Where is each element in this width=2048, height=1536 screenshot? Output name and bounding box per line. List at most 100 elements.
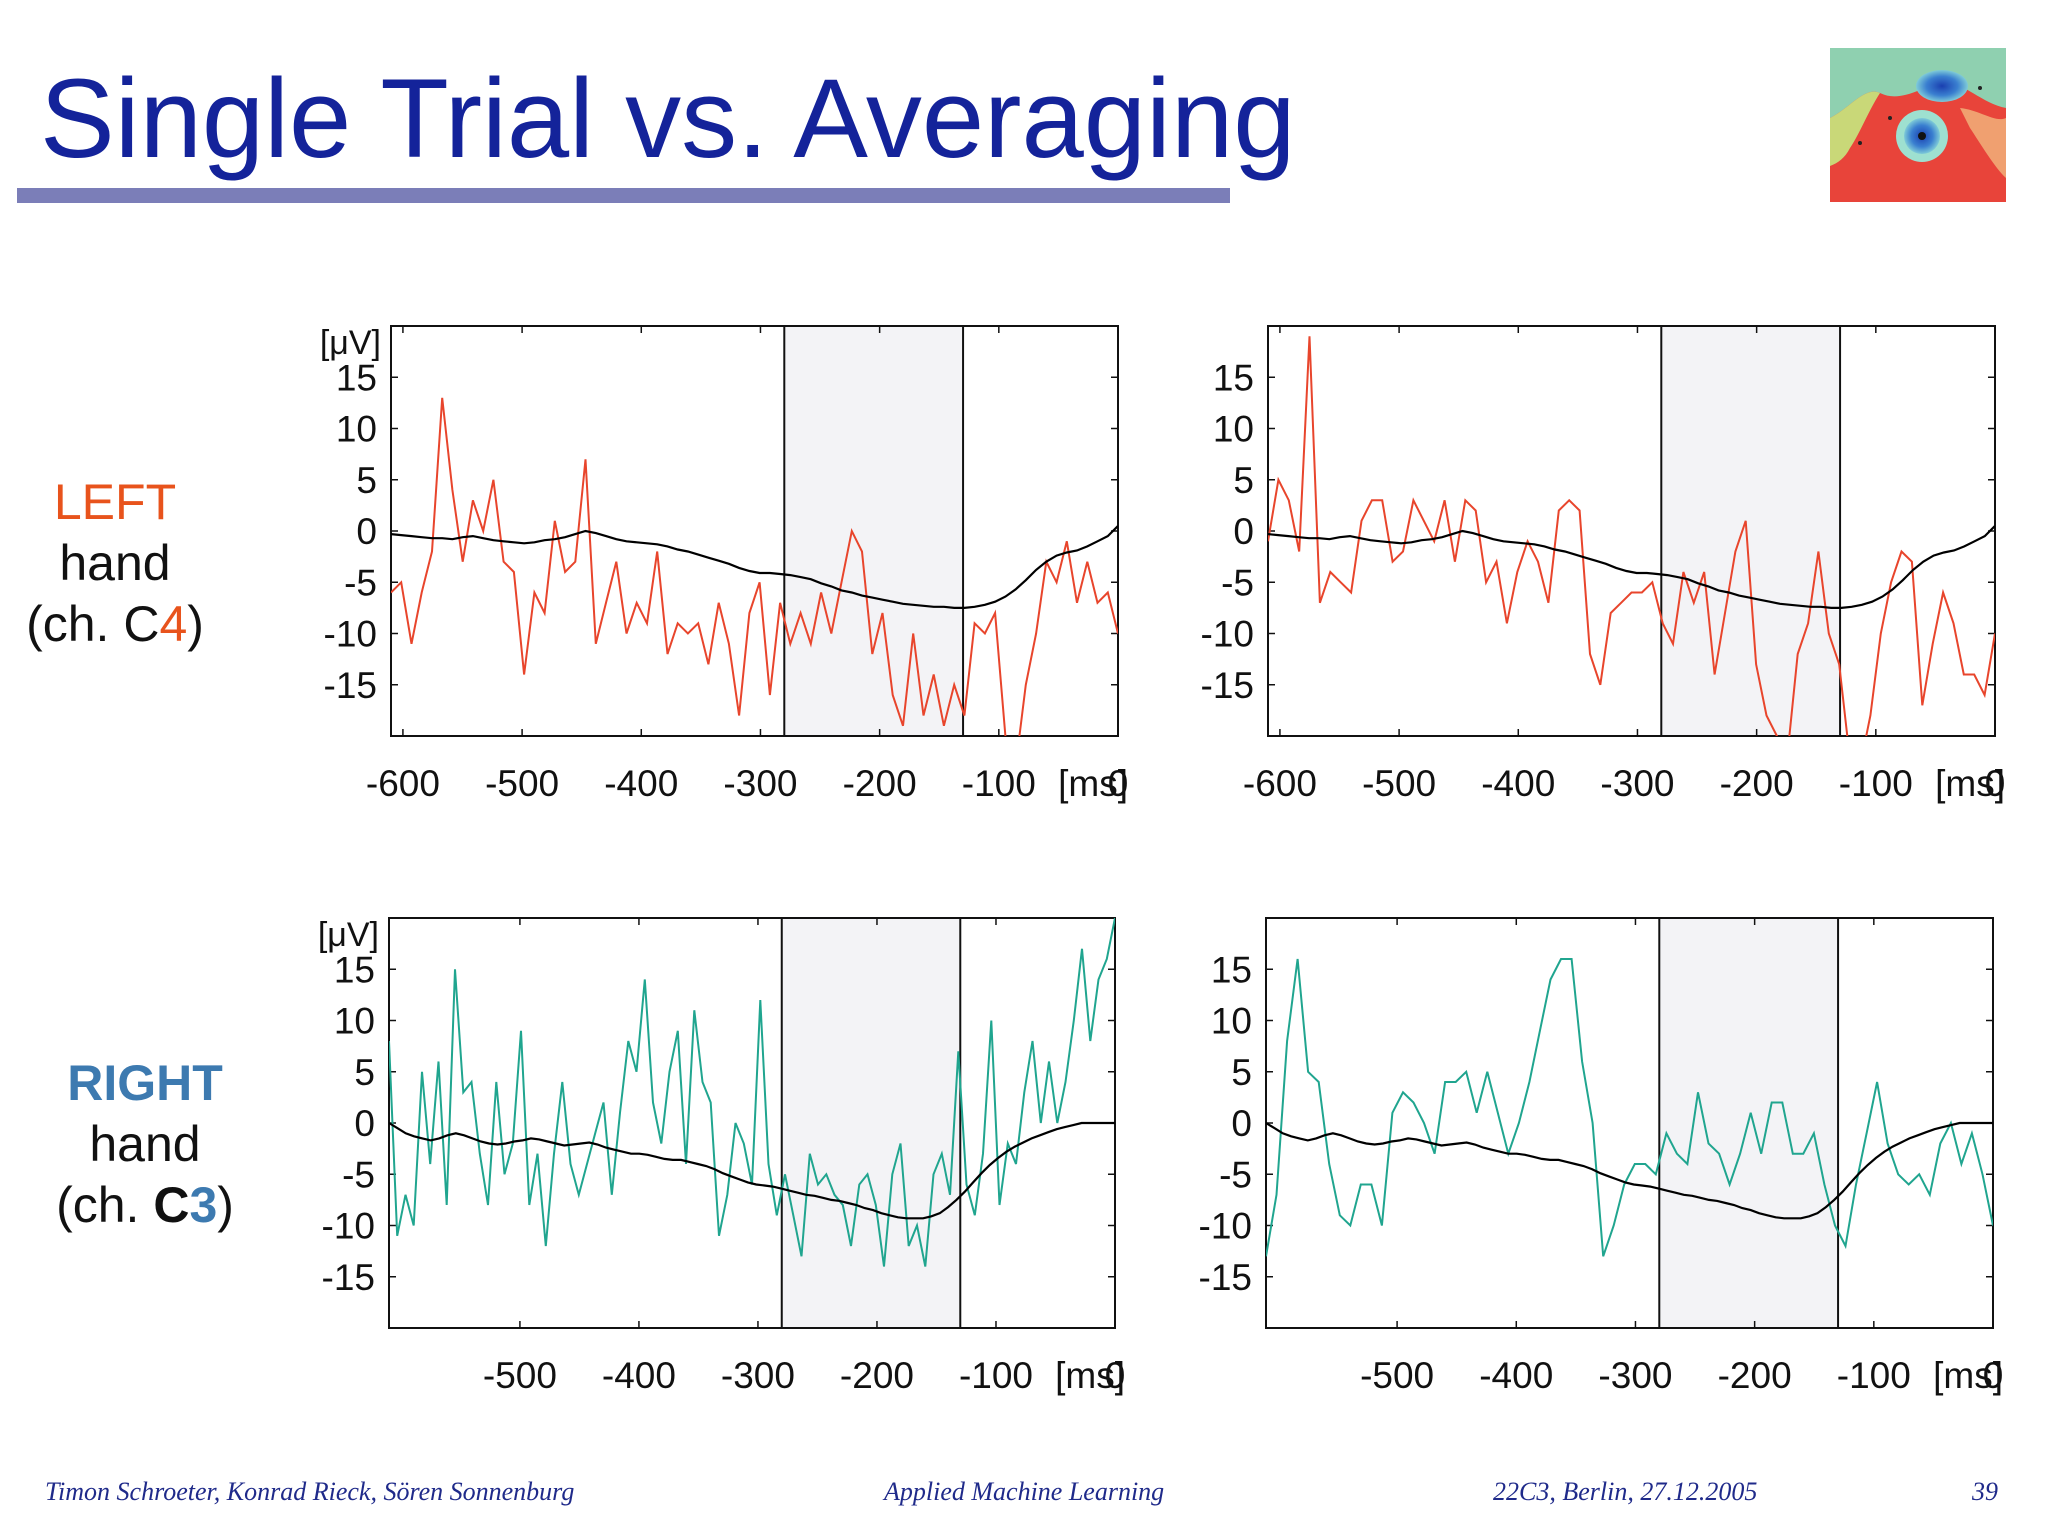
title-underline	[17, 188, 1230, 203]
x-tick-label: -100	[1837, 1355, 1911, 1396]
y-tick-label: -5	[1219, 1154, 1252, 1195]
y-tick-label: 10	[334, 1001, 375, 1042]
label-right-ch-suffix: )	[217, 1177, 234, 1233]
x-axis-label: [ms]	[1055, 1355, 1125, 1396]
average-line	[389, 1121, 1115, 1220]
x-tick-label: -100	[1839, 763, 1913, 804]
x-tick-label: -200	[843, 763, 917, 804]
y-tick-label: 5	[354, 1052, 375, 1093]
y-axis-label: [μV]	[318, 916, 379, 954]
label-right-keyword: RIGHT	[67, 1055, 223, 1111]
single-trial-line	[389, 918, 1115, 1267]
x-tick-label: -500	[485, 763, 559, 804]
y-tick-label: 10	[1213, 409, 1254, 450]
footer-page-number: 39	[1972, 1477, 1998, 1506]
y-tick-label: -15	[1201, 665, 1254, 706]
y-tick-label: -10	[1201, 614, 1254, 655]
label-left-keyword: LEFT	[53, 474, 177, 530]
x-axis-label: [ms]	[1935, 763, 2005, 804]
y-tick-label: 15	[336, 357, 377, 398]
y-tick-label: -10	[324, 614, 377, 655]
single-trial-line	[1266, 958, 1993, 1257]
y-tick-label: 5	[1233, 460, 1254, 501]
x-tick-label: -100	[959, 1355, 1033, 1396]
x-tick-label: -200	[1720, 763, 1794, 804]
y-tick-label: -10	[1199, 1206, 1252, 1247]
x-tick-label: -500	[1362, 763, 1436, 804]
y-tick-label: -5	[1221, 562, 1254, 603]
label-right-channel: (ch. C3)	[40, 1175, 250, 1236]
x-tick-label: -300	[721, 1355, 795, 1396]
x-tick-label: -400	[1479, 1355, 1553, 1396]
x-tick-label: -500	[1360, 1355, 1434, 1396]
label-right-ch-letter: C	[153, 1177, 190, 1233]
y-axis-label: [μV]	[320, 324, 381, 362]
x-tick-label: 0	[1983, 1355, 2004, 1396]
label-left-ch-num: 4	[159, 596, 188, 652]
y-tick-label: 15	[334, 949, 375, 990]
plot-frame	[1267, 325, 1996, 737]
average-line	[391, 525, 1118, 609]
highlight-window	[780, 917, 962, 1329]
label-left-ch-letter: C	[123, 596, 160, 652]
x-tick-label: -300	[723, 763, 797, 804]
y-tick-label: 0	[356, 511, 377, 552]
y-tick-label: 15	[1211, 949, 1252, 990]
label-left-ch-suffix: )	[187, 596, 204, 652]
y-tick-label: -10	[322, 1206, 375, 1247]
slide-title: Single Trial vs. Averaging	[40, 56, 1296, 181]
scalp-topography-map-icon	[1830, 48, 2006, 202]
x-tick-label: -600	[366, 763, 440, 804]
y-tick-label: 0	[1233, 511, 1254, 552]
label-right-ch-num: 3	[189, 1177, 218, 1233]
label-left-channel: (ch. C4)	[10, 594, 220, 655]
x-tick-label: -300	[1600, 763, 1674, 804]
footer-course: Applied Machine Learning	[884, 1477, 1165, 1506]
footer-authors: Timon Schroeter, Konrad Rieck, Sören Son…	[45, 1477, 575, 1506]
x-axis-label: [ms]	[1058, 763, 1128, 804]
label-right-ch-prefix: (ch.	[56, 1177, 154, 1233]
y-tick-label: 10	[336, 409, 377, 450]
y-tick-label: 15	[1213, 357, 1254, 398]
x-tick-label: -100	[962, 763, 1036, 804]
x-tick-label: -400	[602, 1355, 676, 1396]
single-trial-line	[1268, 336, 1995, 736]
x-tick-label: -500	[483, 1355, 557, 1396]
y-tick-label: -5	[342, 1154, 375, 1195]
y-tick-label: 5	[1231, 1052, 1252, 1093]
x-tick-label: 0	[1108, 763, 1129, 804]
average-line	[1268, 525, 1995, 609]
y-tick-label: 0	[354, 1103, 375, 1144]
x-tick-label: -200	[840, 1355, 914, 1396]
highlight-window	[783, 325, 965, 737]
single-trial-line	[391, 397, 1118, 736]
footer-venue: 22C3, Berlin, 27.12.2005	[1493, 1477, 1758, 1506]
x-tick-label: -200	[1718, 1355, 1792, 1396]
y-tick-label: -15	[1199, 1257, 1252, 1298]
label-left-ch-prefix: (ch.	[26, 596, 124, 652]
average-line	[1266, 1121, 1993, 1220]
y-tick-label: 10	[1211, 1001, 1252, 1042]
y-tick-label: -5	[344, 562, 377, 603]
highlight-window	[1660, 325, 1842, 737]
x-tick-label: -400	[604, 763, 678, 804]
x-tick-label: -600	[1243, 763, 1317, 804]
x-tick-label: 0	[1105, 1355, 1126, 1396]
y-tick-label: -15	[324, 665, 377, 706]
label-right-hand-text: hand	[89, 1116, 201, 1172]
plot-frame	[388, 917, 1116, 1329]
row-label-right-hand: RIGHT hand (ch. C3)	[40, 1053, 250, 1236]
y-tick-label: 5	[356, 460, 377, 501]
row-label-left-hand: LEFT hand (ch. C4)	[10, 472, 220, 655]
label-left-hand-text: hand	[59, 535, 171, 591]
x-axis-label: [ms]	[1933, 1355, 2003, 1396]
y-tick-label: -15	[322, 1257, 375, 1298]
x-tick-label: 0	[1985, 763, 2006, 804]
x-tick-label: -300	[1598, 1355, 1672, 1396]
x-tick-label: -400	[1481, 763, 1555, 804]
y-tick-label: 0	[1231, 1103, 1252, 1144]
